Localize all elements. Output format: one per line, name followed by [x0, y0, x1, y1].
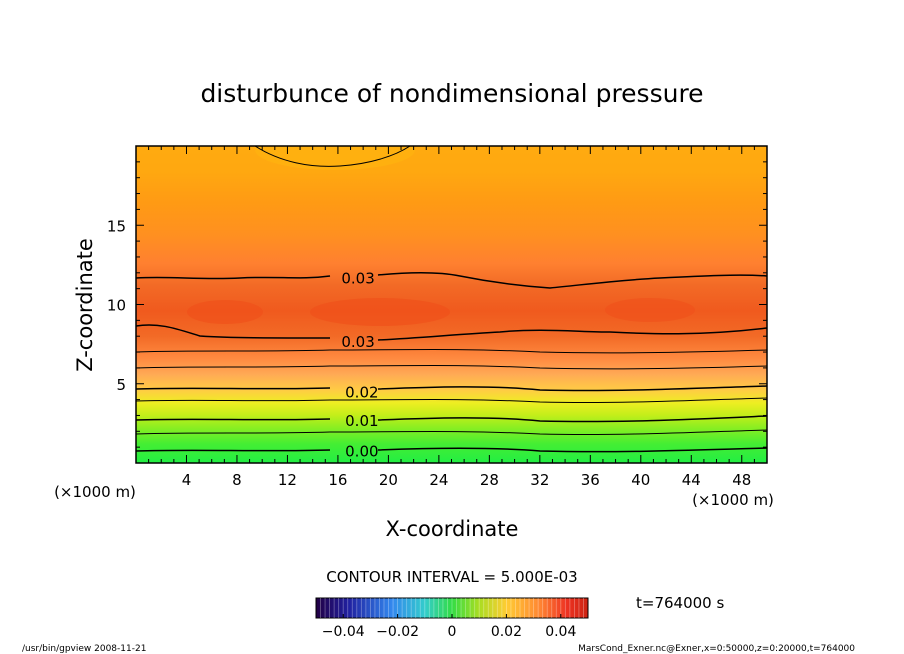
contour-line: [136, 429, 767, 436]
contour-label: 0.03: [341, 333, 374, 351]
contour-label: 0.01: [345, 412, 378, 430]
contour-label: 0.00: [345, 442, 378, 460]
y-unit-label: (×1000 m): [54, 483, 136, 501]
x-tick-label: 24: [429, 471, 448, 489]
x-tick-label: 40: [631, 471, 650, 489]
contour-interval: CONTOUR INTERVAL = 5.000E-03: [326, 568, 577, 586]
contour-line: [254, 146, 411, 167]
y-tick-label: 15: [107, 217, 126, 235]
x-unit-label: (×1000 m): [692, 491, 774, 509]
colorbar-stripes: [320, 598, 584, 618]
contour-line: [136, 349, 767, 354]
x-tick-label: 28: [480, 471, 499, 489]
y-tick-label: 10: [107, 297, 126, 315]
contour-line: [136, 365, 767, 370]
max-blob: [605, 298, 695, 322]
colorbar-tick-label: 0.04: [545, 624, 576, 640]
contour-label: 0.02: [345, 384, 378, 402]
contour-line: [136, 324, 767, 341]
contour-label: 0.03: [341, 270, 374, 288]
contour-line: [136, 385, 767, 392]
y-axis: 5 10 15: [107, 161, 767, 448]
y-axis-label: Z-coordinate: [73, 238, 97, 372]
plot-field: [136, 146, 767, 463]
x-tick-label: 36: [581, 471, 600, 489]
x-axis-label: X-coordinate: [386, 517, 519, 541]
x-tick-label: 20: [379, 471, 398, 489]
colorbar-tick-label: 0.02: [491, 624, 522, 640]
x-tick-label: 48: [732, 471, 751, 489]
contour-line: [136, 272, 767, 289]
time-label: t=764000 s: [636, 594, 724, 612]
x-tick-label: 32: [530, 471, 549, 489]
colorbar-ticks: −0.04 −0.02 0 0.02 0.04: [322, 614, 576, 640]
colorbar-tick-label: 0: [448, 624, 457, 640]
max-blob: [310, 298, 450, 326]
contour-line: [136, 397, 767, 404]
contour-line: [136, 415, 767, 423]
colorbar-tick-label: −0.02: [376, 624, 419, 640]
y-tick-label: 5: [116, 376, 126, 394]
contour-line: [136, 447, 767, 453]
x-tick-label: 16: [328, 471, 347, 489]
x-tick-label: 8: [232, 471, 242, 489]
x-axis: 4 8 12 16 20 24 28 32 36 40 44 48: [148, 146, 755, 489]
top-blob: [255, 146, 415, 170]
x-tick-label: 12: [278, 471, 297, 489]
contour-labels: 0.03 0.03 0.02 0.01 0.00: [341, 270, 378, 461]
chart-title: disturbunce of nondimensional pressure: [200, 79, 703, 108]
x-tick-label: 4: [182, 471, 192, 489]
colorbar-tick-label: −0.04: [322, 624, 365, 640]
x-tick-label: 44: [682, 471, 701, 489]
max-blob: [187, 300, 263, 324]
footer-right: MarsCond_Exner.nc@Exner,x=0:50000,z=0:20…: [578, 644, 855, 654]
footer-left: /usr/bin/gpview 2008-11-21: [22, 644, 146, 654]
